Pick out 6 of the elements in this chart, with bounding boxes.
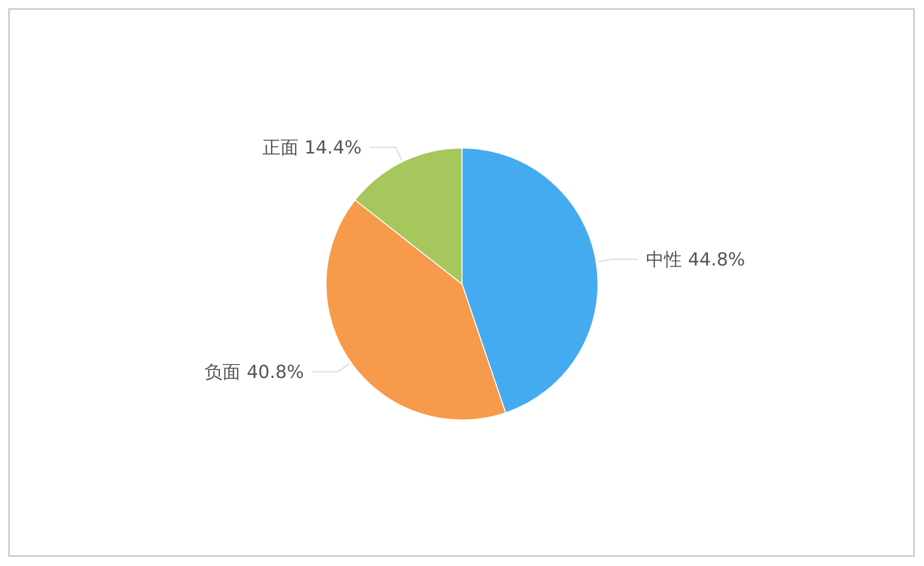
data-label: 40.8% (246, 362, 304, 383)
data-label: 44.8% (688, 249, 746, 270)
slice-label: 中性 (646, 249, 682, 270)
slice-label: 负面 (204, 362, 241, 383)
slice-label: 正面 (262, 137, 298, 158)
data-label: 14.4% (304, 137, 362, 158)
